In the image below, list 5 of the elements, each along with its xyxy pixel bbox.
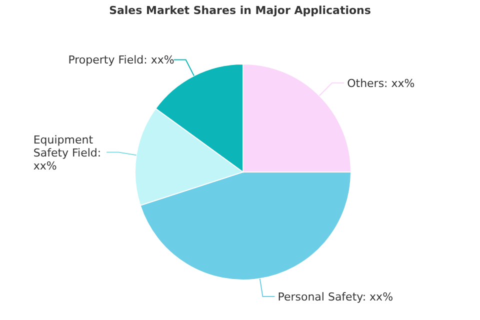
slice-label: Equipment Safety Field: xx% <box>33 133 102 172</box>
slice-label: Others: xx% <box>347 76 415 90</box>
chart-title: Sales Market Shares in Major Applications <box>109 4 372 17</box>
slice-label: Personal Safety: xx% <box>278 290 394 304</box>
slice-label: Property Field: xx% <box>68 54 174 67</box>
